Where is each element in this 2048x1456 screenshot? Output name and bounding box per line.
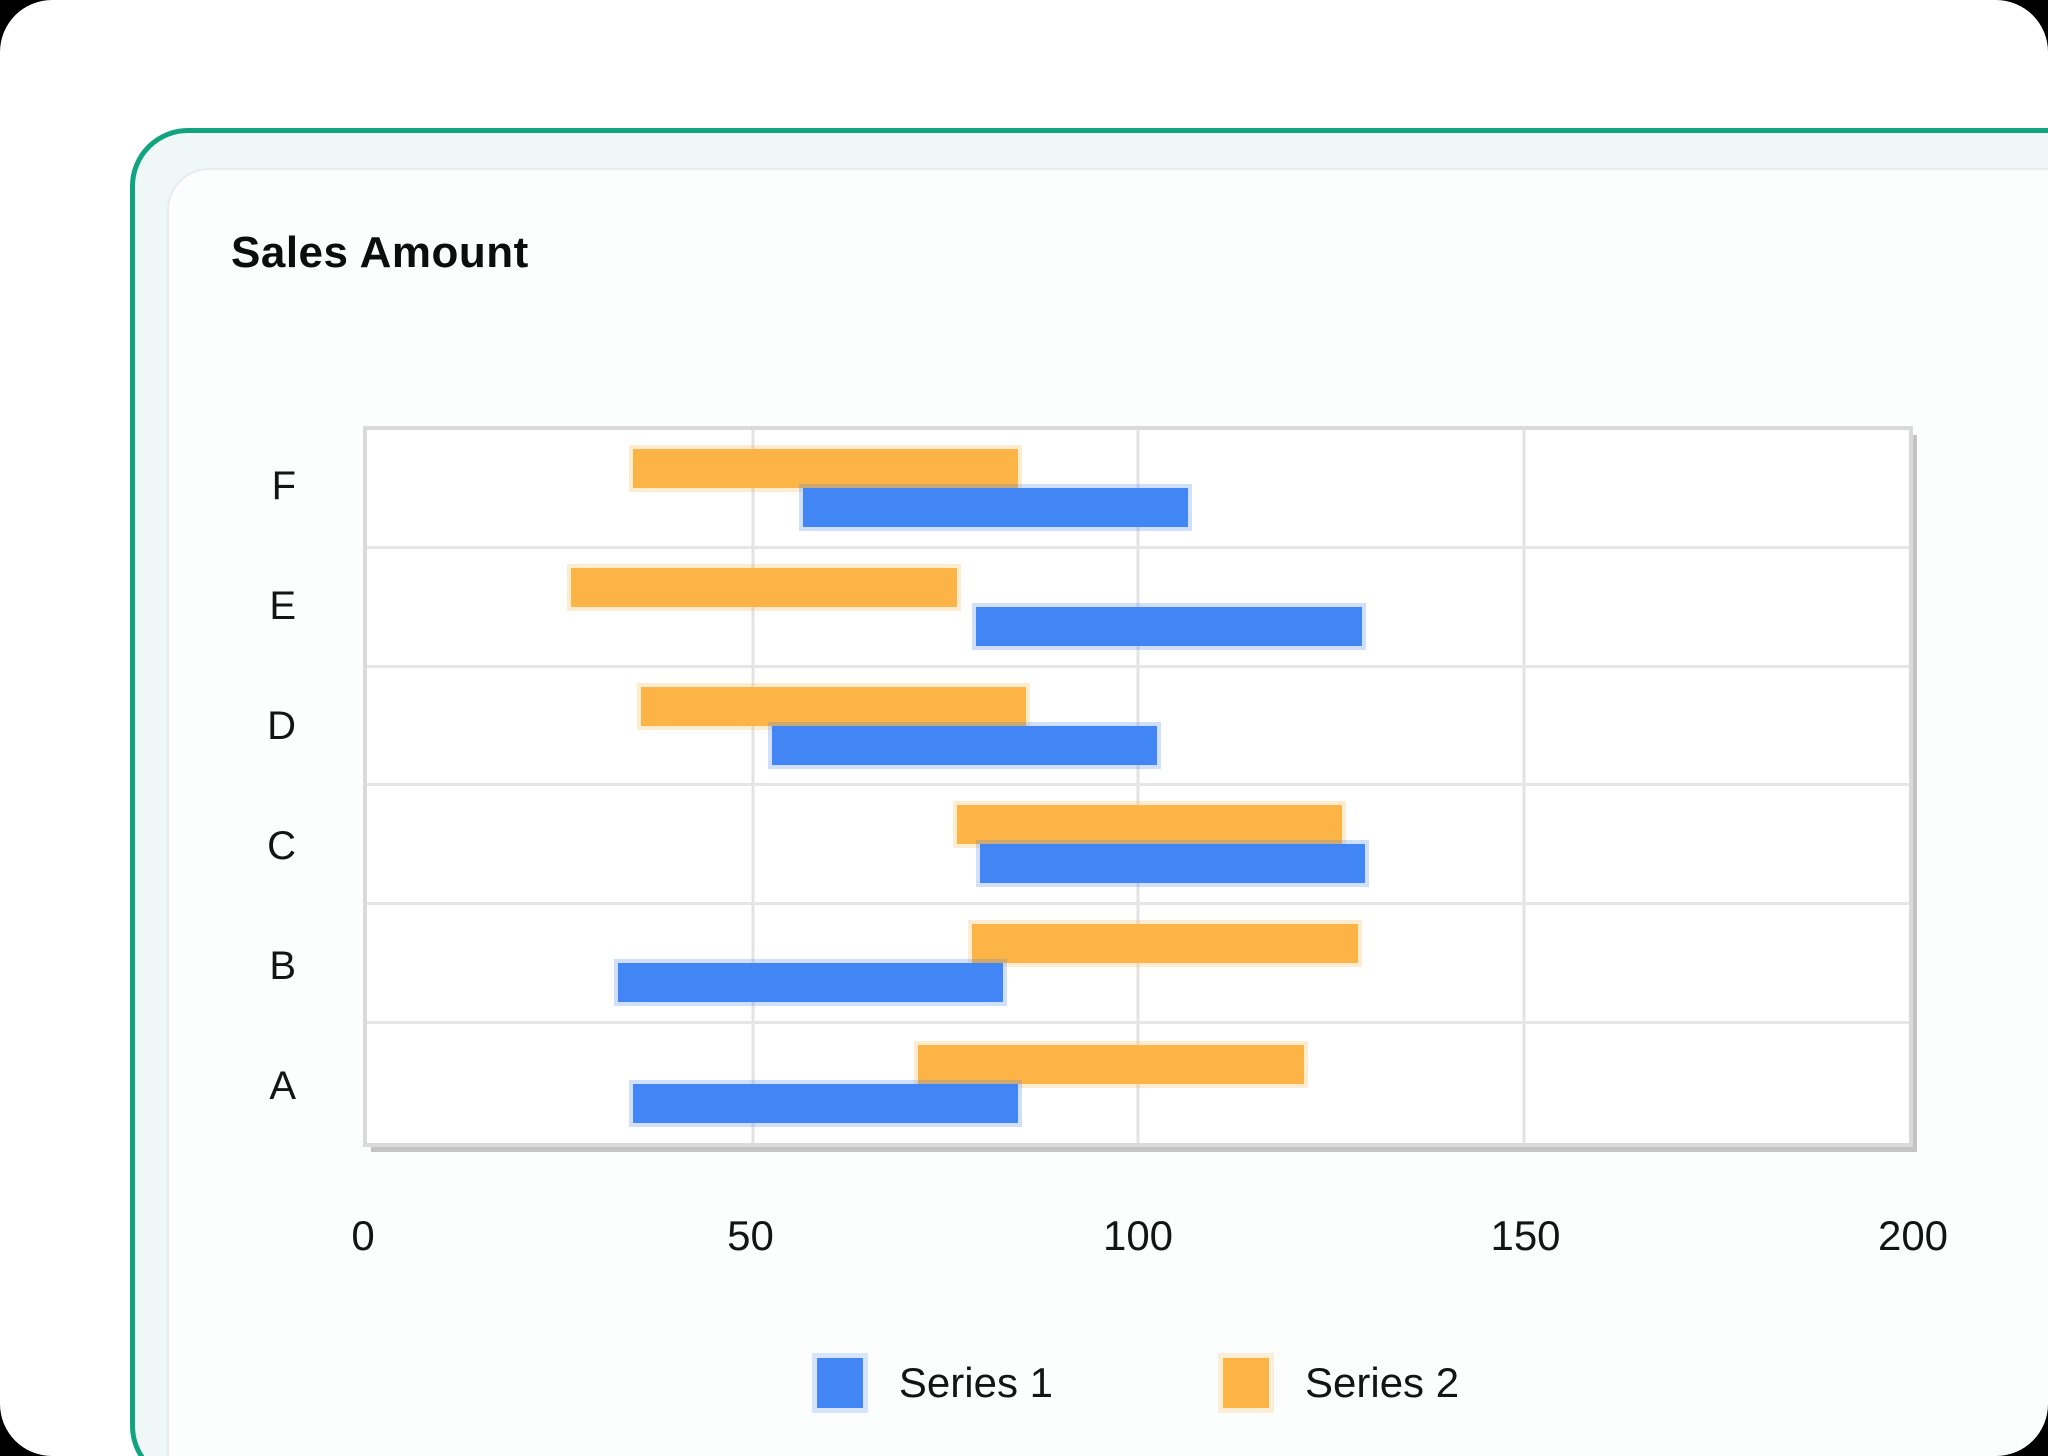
- plot-area: [363, 426, 1913, 1147]
- category-label-E: E: [269, 583, 296, 628]
- plot-row-A: [367, 1024, 1909, 1143]
- plot-row-D: [367, 668, 1909, 787]
- bar-series2-F: [632, 448, 1019, 488]
- category-cell-F: F: [170, 426, 320, 546]
- plot-row-E: [367, 549, 1909, 668]
- gridline-x-50: [751, 430, 754, 1143]
- gridlines-layer: [367, 430, 1909, 1143]
- legend-swatch-series-1: [816, 1358, 863, 1408]
- x-tick-label-200: 200: [1877, 1212, 1949, 1259]
- x-axis: 0 50 100 150 200: [351, 1212, 1948, 1272]
- legend-label-series-1: Series 1: [898, 1359, 1053, 1406]
- legend-swatch-series-2: [1223, 1358, 1269, 1408]
- bar-series2-B: [972, 924, 1358, 964]
- bar-series2-D: [640, 686, 1027, 726]
- y-axis-category-labels: F E D C B A: [170, 426, 320, 1147]
- gridline-x-150: [1522, 430, 1525, 1143]
- chart-title: Sales Amount: [231, 228, 529, 277]
- legend-item-series-2: Series 2: [1223, 1358, 1459, 1408]
- category-label-F: F: [271, 463, 296, 508]
- bar-series1-E: [976, 606, 1362, 646]
- bar-series2-C: [956, 805, 1343, 845]
- bar-series1-A: [632, 1083, 1019, 1123]
- category-cell-D: D: [170, 666, 320, 786]
- category-label-D: D: [267, 703, 296, 748]
- rows-layer: [367, 430, 1909, 1143]
- category-cell-E: E: [170, 546, 320, 666]
- legend-item-series-1: Series 1: [816, 1358, 1053, 1408]
- bar-series1-B: [617, 963, 1004, 1003]
- x-tick-label-150: 150: [1490, 1212, 1561, 1259]
- bar-series2-E: [571, 567, 957, 607]
- bar-series2-A: [918, 1044, 1304, 1084]
- plot-row-C: [367, 786, 1909, 906]
- category-label-C: C: [267, 824, 296, 869]
- bar-series1-D: [771, 725, 1158, 765]
- x-tick-label-100: 100: [1102, 1212, 1174, 1259]
- x-tick-label-50: 50: [727, 1212, 774, 1259]
- gridline-x-100: [1136, 430, 1140, 1143]
- category-cell-A: A: [170, 1027, 320, 1147]
- legend-label-series-2: Series 2: [1305, 1359, 1460, 1406]
- legend: Series 1 Series 2: [363, 1348, 1913, 1418]
- x-tick-label-0: 0: [351, 1212, 375, 1259]
- plot-row-B: [367, 905, 1909, 1025]
- plot-row-F: [367, 430, 1909, 549]
- category-cell-C: C: [170, 786, 320, 906]
- category-label-B: B: [269, 944, 296, 989]
- bar-series1-F: [802, 487, 1189, 527]
- bar-series1-C: [979, 844, 1366, 884]
- category-label-A: A: [269, 1064, 296, 1109]
- category-cell-B: B: [170, 907, 320, 1027]
